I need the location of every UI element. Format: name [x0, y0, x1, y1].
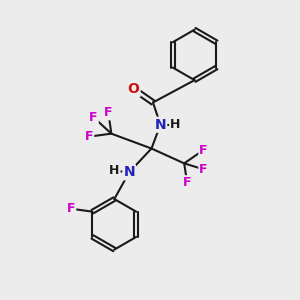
Text: N: N [154, 118, 166, 132]
Text: F: F [89, 111, 98, 124]
Text: N: N [123, 165, 135, 179]
Text: H: H [170, 118, 181, 131]
Text: F: F [199, 163, 208, 176]
Text: F: F [199, 143, 208, 157]
Text: H: H [109, 164, 119, 177]
Text: F: F [67, 202, 75, 215]
Text: O: O [128, 82, 140, 96]
Text: F: F [104, 106, 112, 119]
Text: F: F [85, 130, 93, 143]
Text: F: F [183, 176, 191, 189]
